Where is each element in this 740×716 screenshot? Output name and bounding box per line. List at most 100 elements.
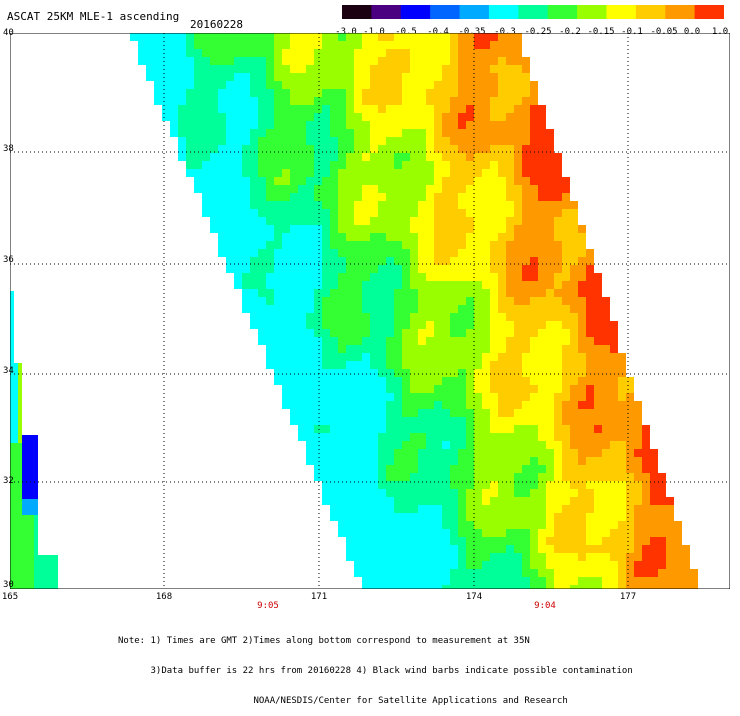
swath-cell xyxy=(642,569,650,577)
swath-cell xyxy=(426,425,434,433)
swath-cell xyxy=(370,561,378,569)
swath-cell xyxy=(194,169,202,177)
swath-cell xyxy=(282,161,290,169)
swath-cell xyxy=(610,433,618,441)
swath-cell xyxy=(554,425,562,433)
swath-cell xyxy=(442,169,450,177)
swath-cell xyxy=(290,41,298,49)
swath-cell xyxy=(346,177,354,185)
swath-cell xyxy=(402,465,410,473)
swath-cell xyxy=(514,489,522,497)
swath-cell xyxy=(578,489,586,497)
swath-cell xyxy=(490,505,498,513)
swath-cell xyxy=(418,481,426,489)
swath-cell xyxy=(378,233,386,241)
swath-cell xyxy=(370,169,378,177)
swath-cell xyxy=(426,441,434,449)
swath-cell xyxy=(250,297,258,305)
swath-cell xyxy=(594,329,602,337)
swath-cell xyxy=(490,585,498,589)
swath-cell xyxy=(170,57,178,65)
swath-cell xyxy=(610,505,618,513)
swath-cell xyxy=(642,489,650,497)
swath-cell xyxy=(354,481,362,489)
swath-cell xyxy=(506,417,514,425)
swath-cell xyxy=(482,129,490,137)
swath-cell xyxy=(458,433,466,441)
swath-cell xyxy=(218,201,226,209)
swath-cell xyxy=(602,473,610,481)
swath-cell xyxy=(482,569,490,577)
swath-cell xyxy=(474,449,482,457)
swath-cell xyxy=(498,113,506,121)
swath-cell xyxy=(242,81,250,89)
swath-cell xyxy=(338,473,346,481)
swath-cell xyxy=(586,537,594,545)
swath-cell xyxy=(602,377,610,385)
swath-cell xyxy=(642,465,650,473)
swath-cell xyxy=(362,225,370,233)
swath-cell xyxy=(506,201,514,209)
swath-cell xyxy=(570,353,578,361)
swath-cell xyxy=(586,529,594,537)
swath-cell xyxy=(394,281,402,289)
swath-cell xyxy=(282,113,290,121)
swath-cell xyxy=(690,569,698,577)
swath-cell xyxy=(474,481,482,489)
swath-cell xyxy=(258,177,266,185)
swath-cell xyxy=(562,329,570,337)
swath-cell xyxy=(466,257,474,265)
swath-cell xyxy=(466,369,474,377)
swath-cell xyxy=(450,513,458,521)
swath-cell xyxy=(314,89,322,97)
swath-cell xyxy=(674,569,682,577)
swath-cell xyxy=(354,513,362,521)
swath-cell xyxy=(530,273,538,281)
swath-cell xyxy=(418,65,426,73)
swath-cell xyxy=(46,587,50,589)
swath-cell xyxy=(546,313,554,321)
swath-cell xyxy=(362,529,370,537)
swath-cell xyxy=(266,233,274,241)
swath-cell xyxy=(610,473,618,481)
swath-cell xyxy=(570,545,578,553)
swath-cell xyxy=(330,145,338,153)
swath-cell xyxy=(34,571,38,579)
swath-cell xyxy=(426,105,434,113)
swath-cell xyxy=(370,489,378,497)
swath-cell xyxy=(338,361,346,369)
swath-cell xyxy=(18,435,22,443)
swath-cell xyxy=(346,473,354,481)
swath-cell xyxy=(474,97,482,105)
swath-cell xyxy=(450,153,458,161)
swath-cell xyxy=(346,33,354,41)
swath-cell xyxy=(458,81,466,89)
swath-cell xyxy=(338,393,346,401)
swath-cell xyxy=(474,377,482,385)
swath-cell xyxy=(194,57,202,65)
swath-cell xyxy=(10,363,14,371)
swath-cell xyxy=(498,481,506,489)
swath-cell xyxy=(426,481,434,489)
swath-cell xyxy=(30,443,34,451)
swath-cell xyxy=(434,441,442,449)
swath-cell xyxy=(490,265,498,273)
swath-cell xyxy=(482,97,490,105)
swath-cell xyxy=(314,249,322,257)
swath-cell xyxy=(490,465,498,473)
swath-cell xyxy=(394,57,402,65)
swath-cell xyxy=(274,41,282,49)
swath-cell xyxy=(250,137,258,145)
swath-cell xyxy=(434,209,442,217)
map-title: ASCAT 25KM MLE-1 ascending xyxy=(7,10,180,23)
swath-cell xyxy=(386,281,394,289)
swath-cell xyxy=(378,369,386,377)
swath-cell xyxy=(514,521,522,529)
swath-cell xyxy=(386,153,394,161)
swath-cell xyxy=(282,97,290,105)
swath-cell xyxy=(290,57,298,65)
swath-cell xyxy=(514,441,522,449)
swath-cell xyxy=(170,89,178,97)
swath-cell xyxy=(402,65,410,73)
swath-cell xyxy=(378,505,386,513)
